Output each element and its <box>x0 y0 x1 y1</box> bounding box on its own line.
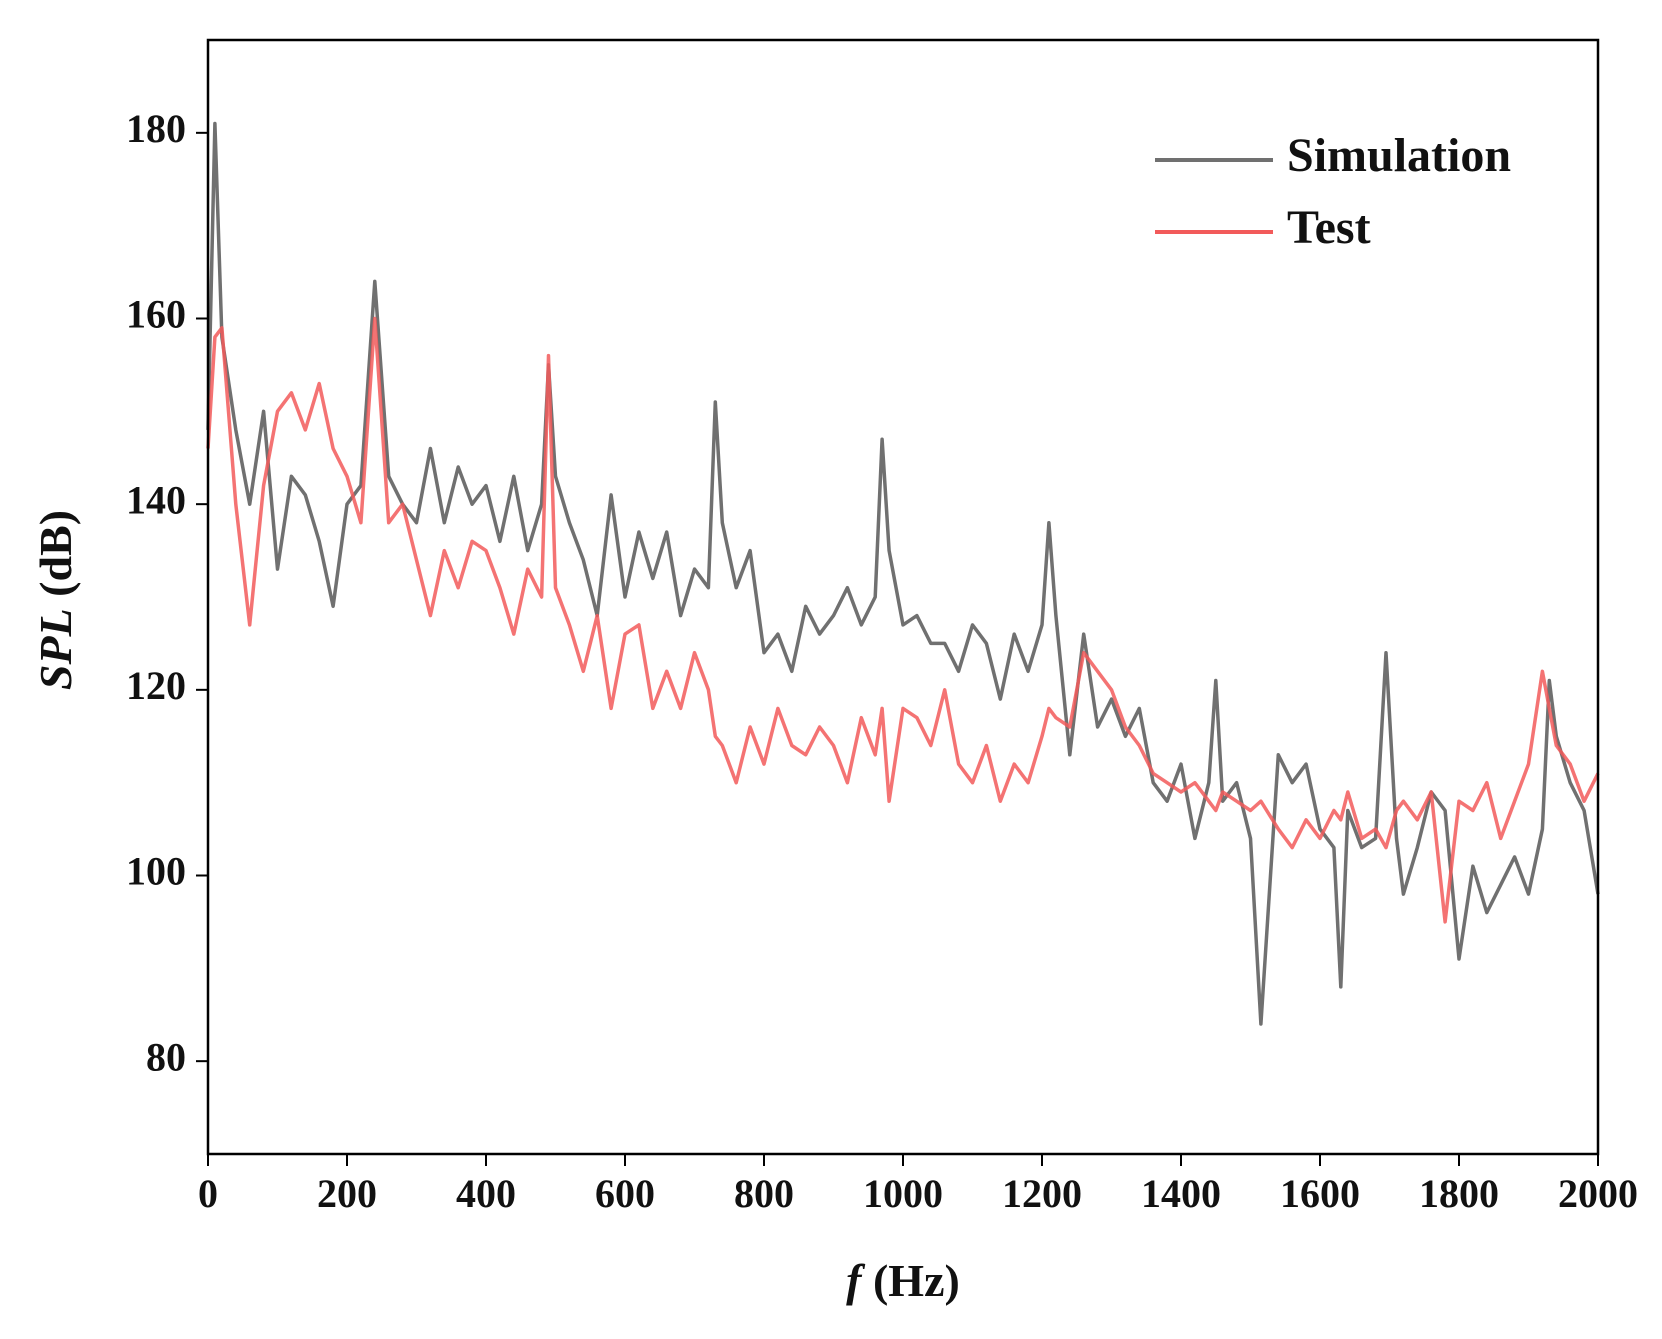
plot-frame <box>206 38 1600 1156</box>
x-tick-label: 1600 <box>1280 1171 1360 1216</box>
y-tick-label: 180 <box>126 106 186 151</box>
y-tick-label: 80 <box>146 1034 186 1079</box>
x-tick-label: 0 <box>198 1171 218 1216</box>
y-tick-label: 100 <box>126 849 186 894</box>
x-tick-label: 600 <box>595 1171 655 1216</box>
y-label-var: SPL <box>30 608 81 690</box>
x-tick-label: 1200 <box>1002 1171 1082 1216</box>
legend-label: Simulation <box>1287 129 1511 182</box>
x-axis-label: f (Hz) <box>846 1255 960 1306</box>
x-tick-label: 200 <box>317 1171 377 1216</box>
y-tick-label: 160 <box>126 292 186 337</box>
series-line <box>206 316 1600 924</box>
x-label-unit: (Hz) <box>873 1255 960 1306</box>
series-line <box>206 121 1600 1026</box>
y-tick-label: 120 <box>126 663 186 708</box>
x-tick-label: 2000 <box>1558 1171 1638 1216</box>
y-tick-label: 140 <box>126 477 186 522</box>
x-tick-label: 400 <box>456 1171 516 1216</box>
y-label-unit: (dB) <box>30 510 81 597</box>
legend-label: Test <box>1287 201 1371 254</box>
x-tick-label: 800 <box>734 1171 794 1216</box>
x-tick-label: 1800 <box>1419 1171 1499 1216</box>
x-label-var: f <box>846 1255 866 1306</box>
y-axis-label: SPL (dB) <box>30 510 81 690</box>
x-tick-label: 1000 <box>863 1171 943 1216</box>
x-tick-label: 1400 <box>1141 1171 1221 1216</box>
